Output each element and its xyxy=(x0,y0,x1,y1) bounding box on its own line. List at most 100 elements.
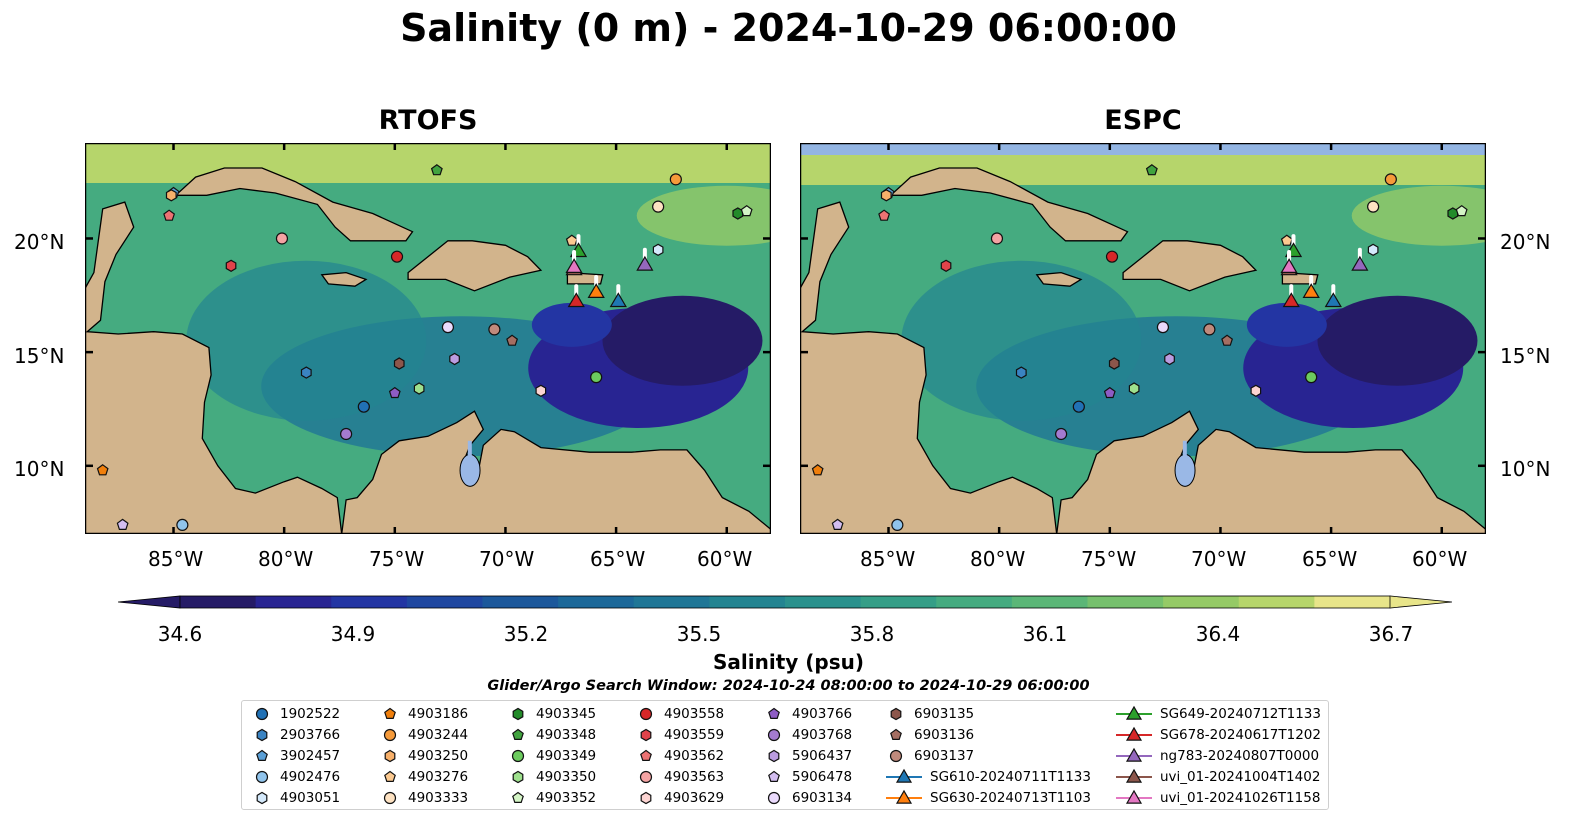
glider-marker xyxy=(636,255,654,271)
panel-title-espc: ESPC xyxy=(1104,105,1182,136)
land-mass xyxy=(1122,240,1258,292)
land-mass xyxy=(174,167,414,242)
legend-entry: SG610-20240711T1133 xyxy=(884,766,1091,787)
colorbar-extend-high xyxy=(1389,595,1453,609)
circle-marker-icon xyxy=(511,749,525,762)
legend-entry: 6903137 xyxy=(884,745,974,766)
circle-marker-icon xyxy=(639,770,653,783)
x-tick-label: 85°W xyxy=(860,547,916,571)
legend-label: 4903276 xyxy=(408,768,469,785)
triangle-marker-icon xyxy=(1116,768,1152,783)
land-mass xyxy=(320,271,368,287)
map-frame xyxy=(800,143,1486,534)
legend-entry: 4903559 xyxy=(634,724,724,745)
legend-marker xyxy=(1125,768,1143,783)
map-frame xyxy=(85,143,771,534)
legend-marker xyxy=(768,770,780,782)
argo-float-marker xyxy=(535,384,547,397)
hexagon-marker-icon xyxy=(512,770,524,783)
glider-marker xyxy=(1302,283,1320,298)
legend-marker xyxy=(256,749,268,761)
argo-float-marker xyxy=(1305,371,1318,384)
legend-marker xyxy=(640,791,652,804)
legend-marker xyxy=(256,728,268,741)
legend-marker xyxy=(890,707,902,720)
legend-marker xyxy=(767,728,781,741)
legend-label: SG678-20240617T1202 xyxy=(1160,726,1321,743)
colorbar-segment xyxy=(482,596,559,608)
legend-marker xyxy=(383,728,397,741)
argo-float-marker xyxy=(1367,243,1379,256)
argo-float-marker xyxy=(441,321,455,334)
legend-entry: SG678-20240617T1202 xyxy=(1114,724,1321,745)
pentagon-marker-icon xyxy=(768,707,780,719)
legend-label: SG610-20240711T1133 xyxy=(930,768,1091,785)
map-panel-rtofs: RTOFS xyxy=(85,105,771,534)
land-mass xyxy=(341,410,771,534)
legend-label: 1902522 xyxy=(280,705,341,722)
legend-entry: 5906437 xyxy=(762,745,852,766)
legend-marker xyxy=(255,707,269,720)
legend-label: 6903134 xyxy=(792,789,853,806)
hexagon-marker-icon xyxy=(640,791,652,804)
map-panel-espc: ESPC xyxy=(800,105,1486,534)
circle-marker-icon xyxy=(889,749,903,762)
triangle-marker-icon xyxy=(1116,789,1152,804)
argo-float-marker xyxy=(669,173,682,186)
colorbar-tick-label: 36.7 xyxy=(1368,622,1414,646)
argo-float-marker xyxy=(163,209,176,221)
legend-marker xyxy=(768,707,780,719)
legend-label: uvi_01-20241026T1158 xyxy=(1160,789,1321,806)
argo-float-marker xyxy=(340,427,353,441)
legend-marker xyxy=(1125,789,1143,804)
argo-float-marker xyxy=(1250,384,1262,397)
argo-float-marker xyxy=(878,209,891,221)
argo-float-marker xyxy=(811,464,824,476)
legend-entry: 4903276 xyxy=(378,766,468,787)
x-tick-label: 75°W xyxy=(369,547,425,571)
legend-label: 4902476 xyxy=(280,768,341,785)
argo-float-marker xyxy=(990,232,1004,245)
legend-entry: 4903345 xyxy=(506,703,596,724)
colorbar-tick-label: 35.5 xyxy=(676,622,722,646)
argo-float-marker xyxy=(1455,204,1468,217)
argo-float-marker xyxy=(390,250,404,263)
hexagon-marker-icon xyxy=(256,728,268,741)
x-tick-label: 60°W xyxy=(1412,547,1468,571)
glider-marker xyxy=(1324,292,1342,308)
triangle-marker-icon xyxy=(886,789,922,804)
land-mass xyxy=(1281,271,1319,285)
legend-entry: 4903349 xyxy=(506,745,596,766)
argo-float-marker xyxy=(652,243,664,256)
y-tick-label: 20°N xyxy=(14,230,65,254)
legend-label: SG630-20240713T1103 xyxy=(930,789,1091,806)
argo-float-marker xyxy=(1203,323,1216,336)
argo-float-marker xyxy=(1055,427,1068,441)
legend-marker xyxy=(767,791,781,804)
argo-float-marker xyxy=(300,366,312,379)
argo-float-marker xyxy=(1105,250,1119,263)
argo-float-marker xyxy=(1145,164,1158,176)
legend-marker xyxy=(384,770,396,782)
legend-label: 4903559 xyxy=(664,726,725,743)
argo-float-marker xyxy=(1015,366,1027,379)
argo-float-marker xyxy=(1156,321,1170,334)
legend-entry: 4903051 xyxy=(250,787,340,808)
y-tick-label: 10°N xyxy=(14,457,65,481)
legend-label: 4903629 xyxy=(664,789,725,806)
hexagon-marker-icon xyxy=(640,728,652,741)
colorbar-segment xyxy=(633,596,710,608)
triangle-marker-icon xyxy=(1116,705,1152,720)
legend-label: 3902457 xyxy=(280,747,341,764)
salinity-map-rtofs xyxy=(85,143,771,534)
glider-marker xyxy=(1351,255,1369,271)
y-tick-label: 15°N xyxy=(1500,344,1551,368)
colorbar-tick-label: 34.9 xyxy=(330,622,376,646)
legend-label: ng783-20240807T0000 xyxy=(1160,747,1320,764)
legend-label: 4903350 xyxy=(536,768,597,785)
argo-float-marker xyxy=(1221,334,1234,346)
pentagon-marker-icon xyxy=(890,728,902,740)
panel-title-rtofs: RTOFS xyxy=(378,105,478,136)
x-tick-label: 65°W xyxy=(1302,547,1358,571)
argo-float-marker xyxy=(116,518,129,530)
